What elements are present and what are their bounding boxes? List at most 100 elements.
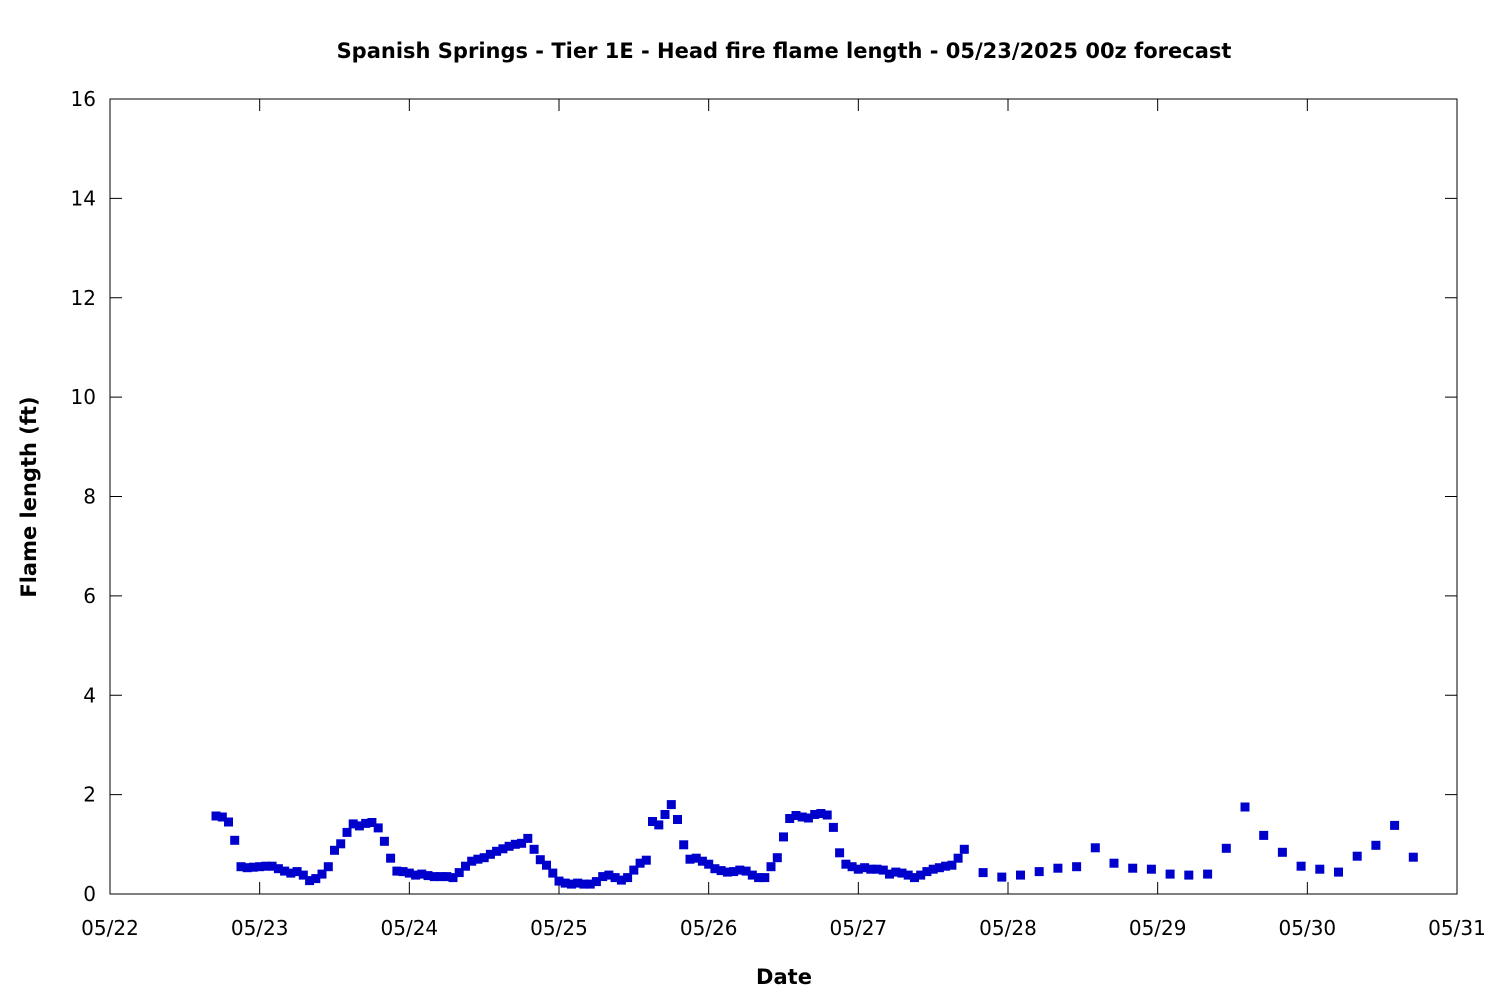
data-point: [367, 818, 377, 827]
data-point: [766, 862, 776, 872]
data-point: [417, 869, 427, 879]
data-point: [529, 844, 539, 854]
data-point: [916, 870, 926, 880]
data-point: [1259, 830, 1269, 840]
y-tick-label: 12: [71, 286, 96, 310]
x-tick-label: 05/26: [680, 916, 738, 940]
x-tick-label: 05/22: [81, 916, 139, 940]
data-point: [803, 813, 813, 823]
data-point: [379, 836, 389, 846]
data-point: [542, 860, 551, 870]
data-point: [897, 868, 907, 878]
data-point: [242, 863, 252, 873]
data-point: [492, 846, 502, 856]
data-point: [1165, 869, 1175, 879]
data-point: [710, 864, 720, 874]
x-tick-label: 05/31: [1428, 916, 1486, 940]
data-point: [473, 854, 483, 864]
data-point: [891, 867, 901, 877]
data-point: [330, 845, 339, 855]
data-point: [373, 823, 383, 833]
data-point: [741, 866, 751, 876]
data-point: [866, 864, 876, 874]
data-point: [517, 838, 527, 848]
data-point: [579, 879, 589, 889]
data-point: [485, 849, 495, 859]
data-point: [722, 867, 732, 877]
data-point: [604, 870, 614, 880]
data-point: [591, 877, 601, 887]
data-point: [772, 853, 782, 863]
data-point: [641, 855, 651, 865]
data-point: [885, 869, 894, 879]
data-point: [928, 864, 938, 874]
data-point: [1016, 870, 1025, 880]
data-point: [629, 865, 639, 875]
data-point: [828, 822, 838, 832]
data-point: [785, 814, 795, 823]
data-point: [729, 867, 739, 877]
data-point: [217, 812, 227, 822]
data-point: [941, 861, 951, 871]
data-point: [872, 864, 882, 874]
data-point: [504, 841, 514, 851]
data-point: [1277, 847, 1287, 857]
data-point: [510, 839, 520, 849]
data-point: [411, 870, 421, 880]
data-point: [1390, 820, 1400, 830]
x-tick-label: 05/28: [979, 916, 1037, 940]
data-point: [1296, 861, 1306, 871]
data-point: [317, 869, 327, 879]
data-point: [305, 876, 315, 886]
data-point: [797, 812, 807, 822]
data-point: [835, 848, 845, 858]
data-point: [1334, 867, 1343, 877]
x-tick-label: 05/24: [381, 916, 439, 940]
data-point: [348, 819, 358, 829]
data-point: [267, 861, 277, 871]
data-point: [286, 868, 296, 878]
data-point: [392, 866, 402, 876]
data-point: [616, 875, 626, 885]
data-point: [598, 872, 608, 882]
x-tick-label: 05/25: [530, 916, 588, 940]
data-point: [654, 820, 664, 830]
data-points: [211, 800, 1418, 889]
data-point: [1240, 802, 1250, 812]
data-point: [754, 873, 764, 883]
data-point: [1352, 851, 1362, 861]
data-point: [554, 876, 564, 886]
data-point: [910, 873, 919, 883]
data-point: [841, 859, 851, 869]
data-point: [704, 859, 714, 869]
data-point: [567, 879, 576, 889]
data-point: [810, 810, 820, 819]
data-point: [292, 867, 302, 877]
data-point: [666, 800, 676, 810]
data-point: [298, 870, 308, 880]
x-tick-label: 05/27: [830, 916, 888, 940]
axis-ticks: 0 2 4 6 8 10 12 14 16 05/22 05/23 05/24 05/25 05/26 05…: [71, 87, 1486, 940]
data-point: [467, 856, 477, 866]
data-point: [323, 862, 333, 872]
data-point: [454, 868, 464, 878]
data-point: [1315, 864, 1325, 874]
plot-frame: [109, 98, 1458, 895]
x-axis-label: Date: [756, 965, 812, 989]
data-point: [697, 856, 707, 866]
data-point: [1128, 863, 1138, 873]
data-point: [1221, 843, 1231, 853]
data-point: [1109, 858, 1119, 868]
data-point: [822, 810, 832, 820]
data-point: [922, 867, 932, 877]
data-point: [673, 815, 682, 824]
data-point: [1053, 863, 1063, 873]
data-point: [1371, 840, 1381, 850]
data-point: [361, 818, 371, 828]
data-point: [1408, 852, 1418, 862]
data-point: [429, 872, 439, 882]
data-point: [386, 853, 396, 863]
data-point: [610, 873, 620, 883]
